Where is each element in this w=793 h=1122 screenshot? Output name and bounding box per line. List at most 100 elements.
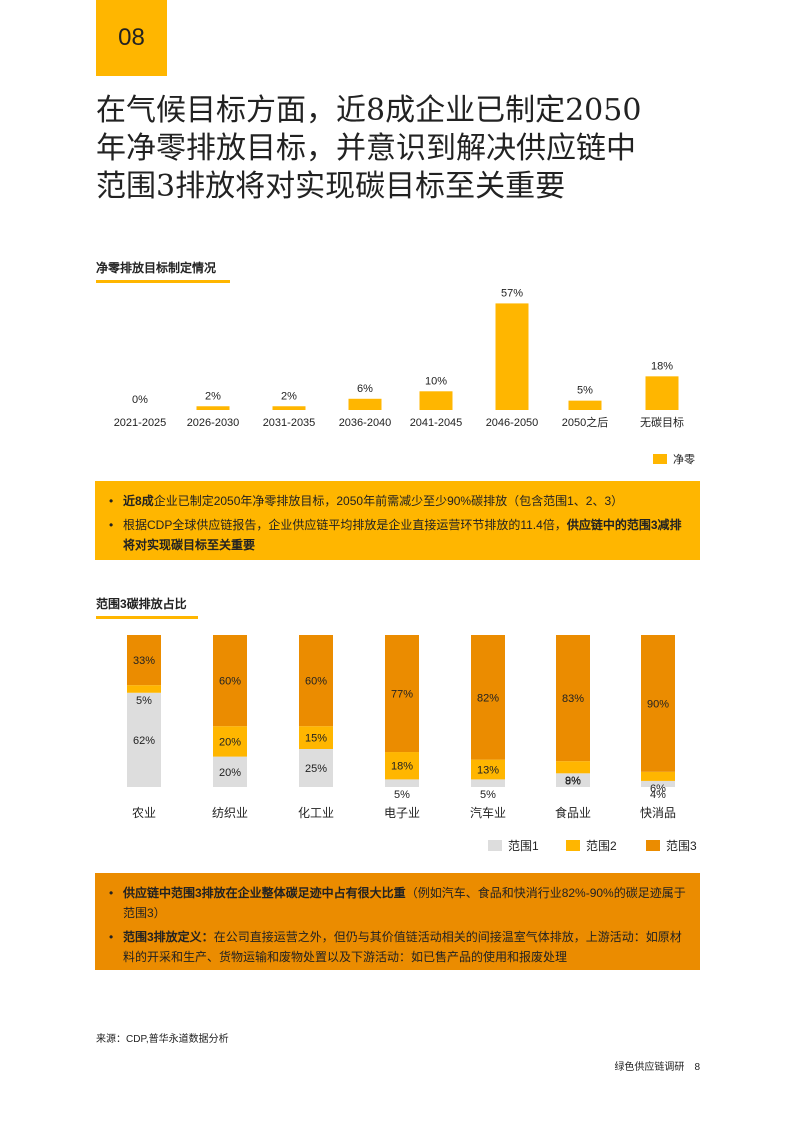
data-label: 13% [477,765,499,777]
data-label: 2% [281,390,297,402]
scope3-share-chart: 62% 5% 33% 农业 20% 20% 60% 纺织业 25% 15% 60% 化工业 5% 18% 7… [127,635,697,853]
bar-segment [641,635,675,772]
category-label: 汽车业 [470,805,506,820]
bar-segment [213,726,247,757]
category-label: 无碳目标 [640,415,684,429]
bar [568,400,602,410]
bold-text: 范围3排放定义： [123,930,214,944]
data-label: 20% [219,767,241,779]
bar-segment [641,771,675,781]
bar-segment [299,635,333,727]
data-label: 18% [651,360,673,372]
data-label: 5% [394,789,410,801]
category-label: 2026-2030 [187,417,240,429]
data-label: 0% [132,394,148,406]
data-label: 18% [391,761,413,773]
bar [196,406,230,410]
source-note: 来源：CDP,普华永道数据分析 [96,1034,229,1045]
bar-segment [556,761,590,774]
category-label: 2050之后 [562,415,608,429]
bar [419,391,453,410]
bold-text: 供应链中范围3排放在企业整体碳足迹中占有很大比重 [123,886,406,900]
data-label: 10% [425,375,447,387]
bold-text: 供应链中的范围3减排将对实现碳目标至关重要 [123,518,682,552]
text: 根据CDP全球供应链报告，企业供应链平均排放是企业直接运营环节排放的11.4倍， [123,518,567,532]
data-label: 60% [219,676,241,688]
category-label: 2021-2025 [114,417,167,429]
data-label: 5% [577,385,593,397]
callout-list: 供应链中范围3排放在企业整体碳足迹中占有很大比重（例如汽车、食品和快消行业82%… [107,883,686,967]
bar-segment [641,780,675,787]
headline-line: 范围3排放将对实现碳目标至关重要 [96,169,566,204]
category-label: 2046-2050 [486,417,539,429]
data-label: 82% [477,692,499,704]
category-label: 农业 [132,806,156,820]
legend-swatch [488,840,502,851]
data-label: 20% [219,736,241,748]
data-label: 60% [305,676,327,688]
bar-segment [213,635,247,727]
section-title-net-zero: 净零排放目标制定情况 [96,259,230,283]
data-label: 33% [133,655,155,667]
data-label: 5% [136,695,152,707]
legend-label: 范围1 [508,839,539,853]
data-label: 90% [647,698,669,710]
data-label: 8% [565,775,581,787]
bar [645,376,679,410]
headline-line: 在气候目标方面，近8成企业已制定2050 [96,93,642,128]
legend-swatch [653,454,667,464]
data-label: 2% [205,390,221,402]
data-label: 62% [133,735,155,747]
data-label: 9% [565,775,581,787]
bar-segment [556,635,590,762]
bullet-item: 近8成企业已制定2050年净零排放目标，2050年前需减少至少90%碳排放（包含… [107,491,686,511]
bar-segment [385,635,419,753]
bullet-item: 范围3排放定义：在公司直接运营之外，但仍与其价值链活动相关的间接温室气体排放，上… [107,927,686,967]
bar-segment [299,726,333,749]
category-label: 电子业 [384,806,420,820]
section-title-scope3: 范围3碳排放占比 [96,595,198,619]
bar-segment [127,685,161,693]
bar [495,303,529,410]
bar [272,406,306,410]
bar-segment [385,779,419,787]
data-label: 25% [305,763,327,775]
bar-segment [471,635,505,760]
data-label: 83% [562,693,584,705]
legend-label: 范围2 [586,839,617,853]
bullet-item: 根据CDP全球供应链报告，企业供应链平均排放是企业直接运营环节排放的11.4倍，… [107,515,686,555]
data-label: 4% [650,789,666,801]
page-number-box: 08 [96,0,167,76]
page-headline: 在气候目标方面，近8成企业已制定2050 年净零排放目标，并意识到解决供应链中 … [96,92,716,206]
category-label: 化工业 [298,806,334,820]
bar-segment [213,756,247,787]
bar-segment [299,749,333,787]
text: 在公司直接运营之外，但仍与其价值链活动相关的间接温室气体排放，上游活动：如原材料… [123,930,682,964]
data-label: 6% [650,783,666,795]
bar-segment [385,752,419,780]
data-label: 6% [357,383,373,395]
category-label: 2031-2035 [263,417,316,429]
legend-swatch [646,840,660,851]
headline-line: 年净零排放目标，并意识到解决供应链中 [96,131,636,166]
bar-segment [127,692,161,787]
footer: 绿色供应链调研 8 [614,1058,700,1073]
callout-scope3: 供应链中范围3排放在企业整体碳足迹中占有很大比重（例如汽车、食品和快消行业82%… [95,873,700,970]
callout-list: 近8成企业已制定2050年净零排放目标，2050年前需减少至少90%碳排放（包含… [107,491,686,555]
legend-label: 范围3 [666,839,697,853]
footer-page-number: 8 [694,1062,700,1073]
report-title: 绿色供应链调研 [614,1062,685,1073]
callout-net-zero: 近8成企业已制定2050年净零排放目标，2050年前需减少至少90%碳排放（包含… [95,481,700,560]
bar-segment [471,759,505,780]
legend-swatch [566,840,580,851]
data-label: 77% [391,689,413,701]
data-label: 15% [305,733,327,745]
category-label: 纺织业 [212,806,248,820]
bar-segment [127,635,161,686]
text: （例如汽车、食品和快消行业82%-90%的碳足迹属于范围3） [123,886,686,920]
category-label: 2036-2040 [339,417,392,429]
text: 企业已制定2050年净零排放目标，2050年前需减少至少90%碳排放（包含范围1… [153,494,624,508]
legend-label: 净零 [673,452,695,466]
bold-text: 近8成 [123,494,154,508]
net-zero-target-chart: 0% 2021-2025 2% 2026-2030 2% 2031-2035 6% 2036-… [114,287,695,466]
